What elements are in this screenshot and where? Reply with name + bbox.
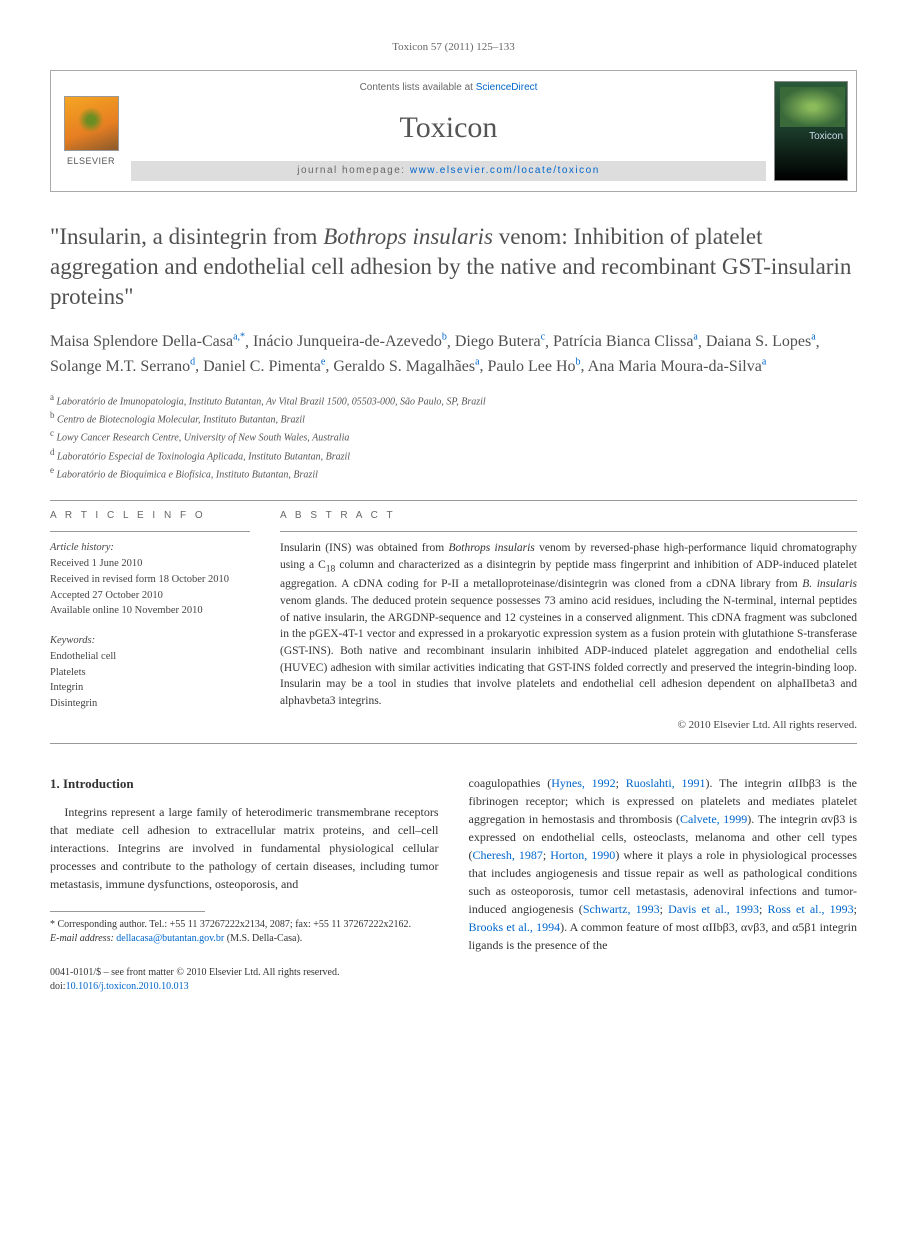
history-line: Available online 10 November 2010 [50,603,250,619]
history-line: Received 1 June 2010 [50,556,250,572]
author: Solange M.T. Serranod [50,358,195,375]
publisher-name: ELSEVIER [67,155,115,168]
cover-image: Toxicon [774,81,848,181]
author: Inácio Junqueira-de-Azevedob [253,333,447,350]
citation-link[interactable]: Cheresh, 1987 [473,848,543,862]
divider-info [50,531,250,532]
affiliation: a Laboratório de Imunopatologia, Institu… [50,391,857,409]
author: Paulo Lee Hob [488,358,581,375]
citation-link[interactable]: Schwartz, 1993 [583,902,660,916]
author: Diego Buterac [455,333,545,350]
history-line: Accepted 27 October 2010 [50,588,250,604]
cover-journal-name: Toxicon [809,130,843,144]
email-line: E-mail address: dellacasa@butantan.gov.b… [50,932,439,946]
title-pre: "Insularin, a disintegrin from [50,224,323,249]
author: Daniel C. Pimentae [203,358,325,375]
header-center: Contents lists available at ScienceDirec… [131,71,766,191]
doi-label: doi: [50,981,66,992]
doi-link[interactable]: 10.1016/j.toxicon.2010.10.013 [66,981,189,992]
homepage-link[interactable]: www.elsevier.com/locate/toxicon [410,165,600,176]
front-matter-line: 0041-0101/$ – see front matter © 2010 El… [50,966,439,980]
citation-link[interactable]: Ross et al., 1993 [768,902,854,916]
divider-top [50,500,857,501]
author: Daiana S. Lopesa [706,333,816,350]
journal-header: ELSEVIER Contents lists available at Sci… [50,70,857,192]
history-line: Received in revised form 18 October 2010 [50,572,250,588]
homepage-prefix: journal homepage: [297,165,410,176]
author-affil-sup: a [475,356,479,367]
keywords-block: Keywords: Endothelial cellPlateletsInteg… [50,633,250,712]
keyword: Disintegrin [50,696,250,712]
body-columns: 1. Introduction Integrins represent a la… [50,774,857,995]
journal-title: Toxicon [131,95,766,161]
author: Patrícia Bianca Clissaa [553,333,698,350]
intro-para-2: coagulopathies (Hynes, 1992; Ruoslahti, … [469,774,858,954]
email-suffix: (M.S. Della-Casa). [227,933,303,944]
article-history: Article history: Received 1 June 2010Rec… [50,540,250,619]
author-affil-sup: e [321,356,325,367]
abstract-section: A B S T R A C T Insularin (INS) was obta… [280,509,857,733]
author-affil-sup: a [693,332,697,343]
affiliation: b Centro de Biotecnologia Molecular, Ins… [50,409,857,427]
affiliation-list: a Laboratório de Imunopatologia, Institu… [50,391,857,483]
doi-line: doi:10.1016/j.toxicon.2010.10.013 [50,980,439,994]
journal-cover: Toxicon [766,71,856,191]
abstract-text: Insularin (INS) was obtained from Bothro… [280,540,857,709]
author-affil-sup: a,* [233,332,245,343]
sciencedirect-link[interactable]: ScienceDirect [476,82,538,93]
title-species: Bothrops insularis [323,224,493,249]
column-left: 1. Introduction Integrins represent a la… [50,774,439,995]
author-affil-sup: a [762,356,766,367]
affiliation: c Lowy Cancer Research Centre, Universit… [50,427,857,445]
footnotes: * Corresponding author. Tel.: +55 11 372… [50,918,439,946]
article-info-head: A R T I C L E I N F O [50,509,250,523]
column-right: coagulopathies (Hynes, 1992; Ruoslahti, … [469,774,858,995]
publisher-logo: ELSEVIER [51,71,131,191]
author: Maisa Splendore Della-Casaa,* [50,333,245,350]
contents-available: Contents lists available at ScienceDirec… [131,81,766,95]
citation-link[interactable]: Hynes, 1992 [551,776,615,790]
section-heading: 1. Introduction [50,774,439,794]
author: Ana Maria Moura-da-Silvaa [588,358,767,375]
citation-link[interactable]: Calvete, 1999 [680,812,747,826]
section-title: Introduction [63,776,134,791]
citation-link[interactable]: Ruoslahti, 1991 [626,776,706,790]
history-label: Article history: [50,540,250,556]
author-affil-sup: c [541,332,545,343]
divider-bottom [50,743,857,744]
author: Geraldo S. Magalhãesa [333,358,479,375]
author-affil-sup: a [811,332,815,343]
keyword: Endothelial cell [50,649,250,665]
affiliation: e Laboratório de Bioquímica e Biofísica,… [50,464,857,482]
elsevier-tree-icon [64,96,119,151]
article-info-sidebar: A R T I C L E I N F O Article history: R… [50,509,250,733]
section-number: 1. [50,776,60,791]
article-title: "Insularin, a disintegrin from Bothrops … [50,222,857,312]
author-affil-sup: b [576,356,581,367]
keyword: Platelets [50,665,250,681]
author-affil-sup: d [190,356,195,367]
divider-abstract [280,531,857,532]
citation-link[interactable]: Davis et al., 1993 [668,902,759,916]
journal-homepage: journal homepage: www.elsevier.com/locat… [131,161,766,181]
affiliation: d Laboratório Especial de Toxinologia Ap… [50,446,857,464]
email-label: E-mail address: [50,933,114,944]
abstract-copyright: © 2010 Elsevier Ltd. All rights reserved… [280,718,857,733]
author-affil-sup: b [442,332,447,343]
intro-para-1: Integrins represent a large family of he… [50,803,439,893]
citation-reference: Toxicon 57 (2011) 125–133 [50,40,857,55]
contents-prefix: Contents lists available at [360,82,476,93]
author-list: Maisa Splendore Della-Casaa,*, Inácio Ju… [50,330,857,379]
citation-link[interactable]: Brooks et al., 1994 [469,920,561,934]
footnote-separator [50,911,205,912]
author-email-link[interactable]: dellacasa@butantan.gov.br [116,933,224,944]
citation-link[interactable]: Horton, 1990 [550,848,615,862]
corresponding-author: * Corresponding author. Tel.: +55 11 372… [50,918,439,932]
keywords-label: Keywords: [50,633,250,649]
abstract-head: A B S T R A C T [280,509,857,523]
keyword: Integrin [50,680,250,696]
footer-block: 0041-0101/$ – see front matter © 2010 El… [50,966,439,994]
